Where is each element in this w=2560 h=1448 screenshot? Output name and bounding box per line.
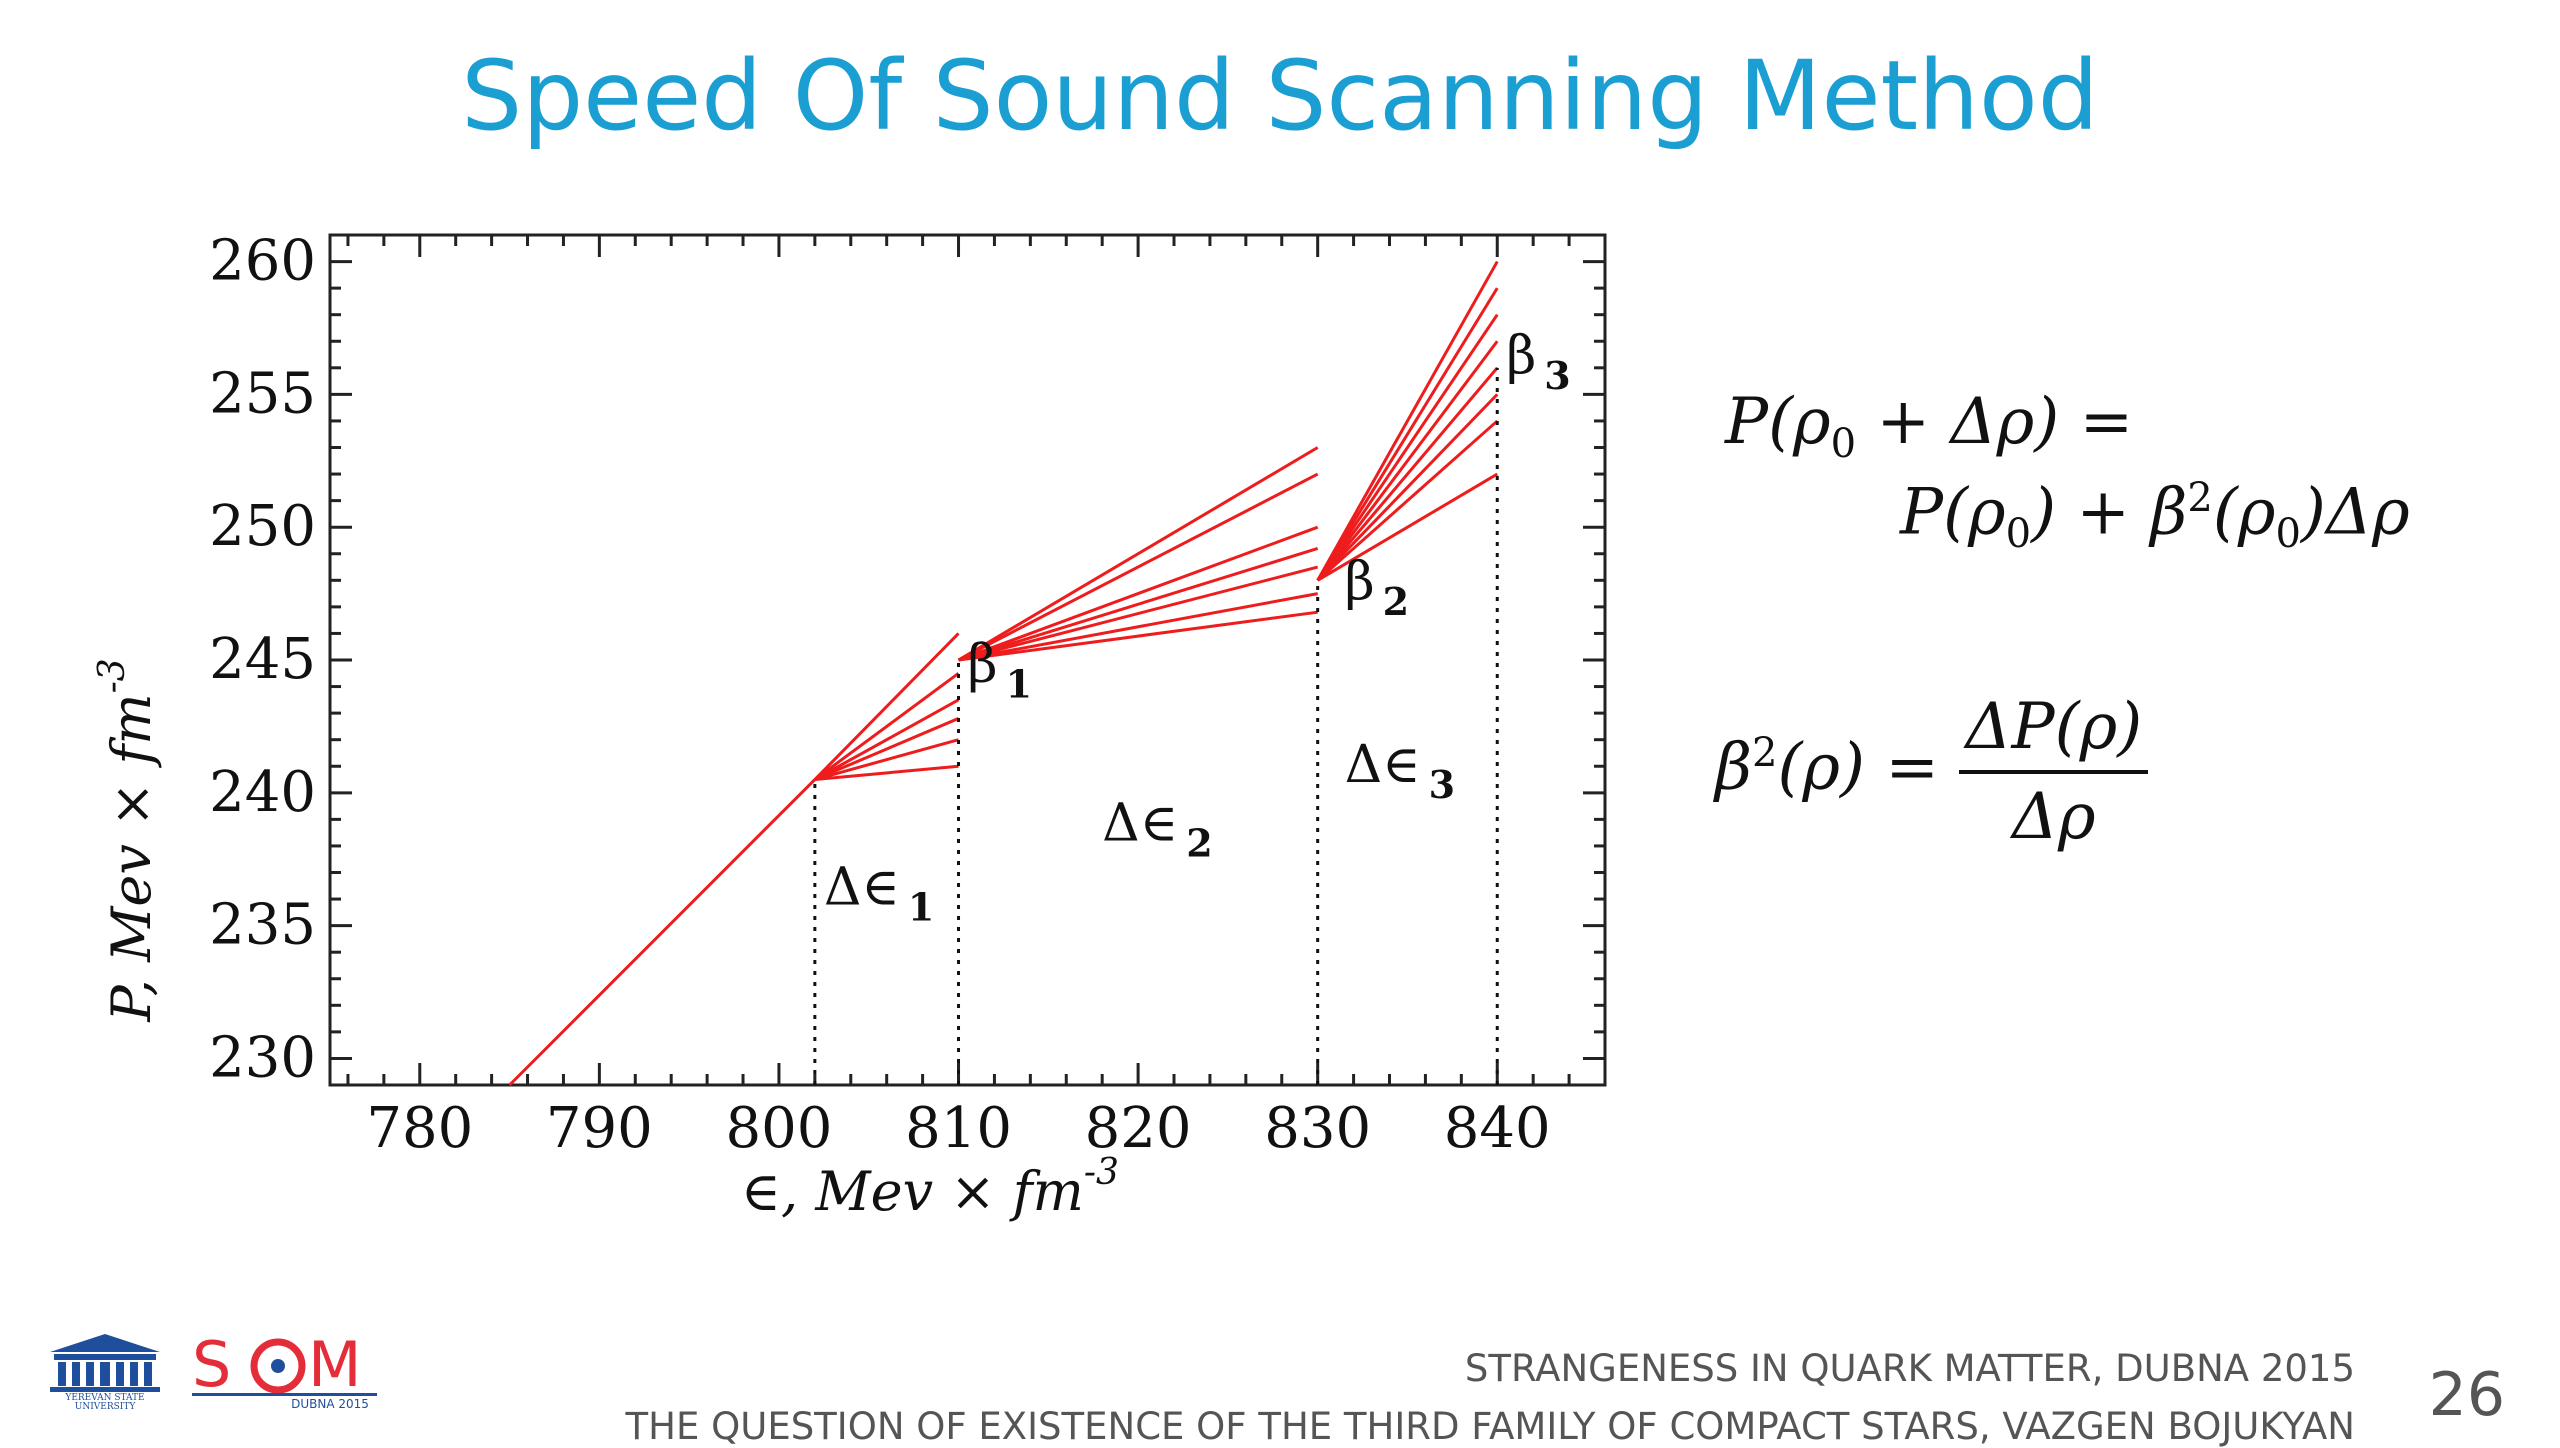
x-tick-label: 840 xyxy=(1444,1096,1551,1161)
pressure-line xyxy=(1316,340,1499,582)
formula-fraction: ΔP(ρ) Δρ xyxy=(1959,690,2149,854)
axis-ticks xyxy=(330,233,1607,1085)
pressure-line xyxy=(814,764,959,782)
segment-boundaries xyxy=(813,367,1499,1085)
pressure-line xyxy=(958,592,1318,662)
annotation-subscript: 3 xyxy=(1544,353,1570,398)
y-tick-label: 250 xyxy=(209,494,316,559)
pressure-line xyxy=(813,672,960,781)
pressure-line xyxy=(958,547,1319,662)
x-tick-label: 800 xyxy=(725,1096,832,1161)
formula-pressure-expansion-line1: P(ρ0 + Δρ) = xyxy=(1725,385,2134,467)
y-tick-label: 260 xyxy=(209,229,316,294)
tick-labels: 780 790 800 810 820 830 840 230 235 240 245 250 255 2… xyxy=(209,229,1551,1161)
pressure-line xyxy=(1316,287,1499,582)
y-tick-label: 255 xyxy=(209,361,316,426)
yerevan-state-university-logo: YEREVAN STATE UNIVERSITY xyxy=(40,1330,170,1415)
chart: 780 790 800 810 820 830 840 230 235 240 245 250 255 2… xyxy=(92,229,1607,1223)
pressure-line xyxy=(1316,472,1499,582)
y-tick-label: 245 xyxy=(209,627,316,692)
pressure-line xyxy=(957,472,1319,662)
x-tick-label: 790 xyxy=(546,1096,653,1161)
pressure-line xyxy=(1316,260,1499,582)
svg-text:UNIVERSITY: UNIVERSITY xyxy=(75,1402,137,1410)
pressure-line xyxy=(814,717,960,781)
footer-conference: STRANGENESS IN QUARK MATTER, DUBNA 2015 xyxy=(1464,1347,2355,1390)
x-tick-label: 820 xyxy=(1085,1096,1192,1161)
pressure-line xyxy=(814,738,959,781)
sqm-conference-logo: S M DUBNA 2015 xyxy=(190,1328,390,1415)
x-tick-label: 830 xyxy=(1264,1096,1371,1161)
axis-label-text: ∈, Mev × fm xyxy=(741,1160,1084,1223)
pressure-line xyxy=(813,632,960,781)
page-number: 26 xyxy=(2428,1360,2505,1430)
pressure-line xyxy=(814,698,960,781)
pressure-line xyxy=(1316,419,1499,582)
y-axis-label: P, Mev × fm-3 xyxy=(92,658,163,1022)
axis-label-text: P, Mev × fm xyxy=(100,693,163,1022)
chart-annotation: Δ∈ 1 xyxy=(824,857,935,929)
x-tick-label: 810 xyxy=(905,1096,1012,1161)
x-tick-label: 780 xyxy=(366,1096,473,1161)
svg-text:YEREVAN STATE: YEREVAN STATE xyxy=(64,1393,144,1403)
annotation-subscript: 2 xyxy=(1383,579,1409,624)
pressure-line xyxy=(958,610,1318,662)
chart-annotation: Δ∈ 2 xyxy=(1102,794,1213,866)
axis-label-exponent: -3 xyxy=(1084,1152,1119,1193)
fraction-numerator: ΔP(ρ) xyxy=(1959,690,2149,774)
pressure-line xyxy=(957,446,1319,662)
fraction-denominator: Δρ xyxy=(2011,780,2096,854)
y-tick-label: 240 xyxy=(209,760,316,825)
y-tick-label: 230 xyxy=(209,1025,316,1090)
x-axis-label: ∈, Mev × fm-3 xyxy=(741,1152,1119,1223)
annotation-subscript: 1 xyxy=(908,884,934,929)
chart-annotation: Δ∈ 3 xyxy=(1345,735,1456,807)
svg-text:S: S xyxy=(192,1330,231,1401)
y-tick-label: 235 xyxy=(209,893,316,958)
pressure-line xyxy=(958,525,1319,662)
pressure-line xyxy=(958,565,1319,662)
axis-label-exponent: -3 xyxy=(92,658,133,693)
pressure-curves xyxy=(508,260,1499,1087)
annotation-subscript: 1 xyxy=(1006,661,1032,706)
slide-title: Speed Of Sound Scanning Method xyxy=(461,40,2099,152)
pressure-line xyxy=(1316,366,1499,582)
annotation-subscript: 3 xyxy=(1429,762,1455,807)
footer-talk-title: THE QUESTION OF EXISTENCE OF THE THIRD F… xyxy=(625,1405,2355,1448)
formula-beta-definition: β2(ρ) = ΔP(ρ) Δρ xyxy=(1715,690,2149,854)
pressure-line xyxy=(1316,393,1499,582)
svg-text:M: M xyxy=(308,1330,362,1401)
svg-text:DUBNA 2015: DUBNA 2015 xyxy=(291,1397,369,1410)
annotation-subscript: 2 xyxy=(1186,821,1212,866)
pressure-line xyxy=(1316,313,1499,582)
formula-pressure-expansion-line2: P(ρ0) + β2(ρ0)Δρ xyxy=(1900,475,2410,558)
pressure-line xyxy=(508,778,816,1087)
